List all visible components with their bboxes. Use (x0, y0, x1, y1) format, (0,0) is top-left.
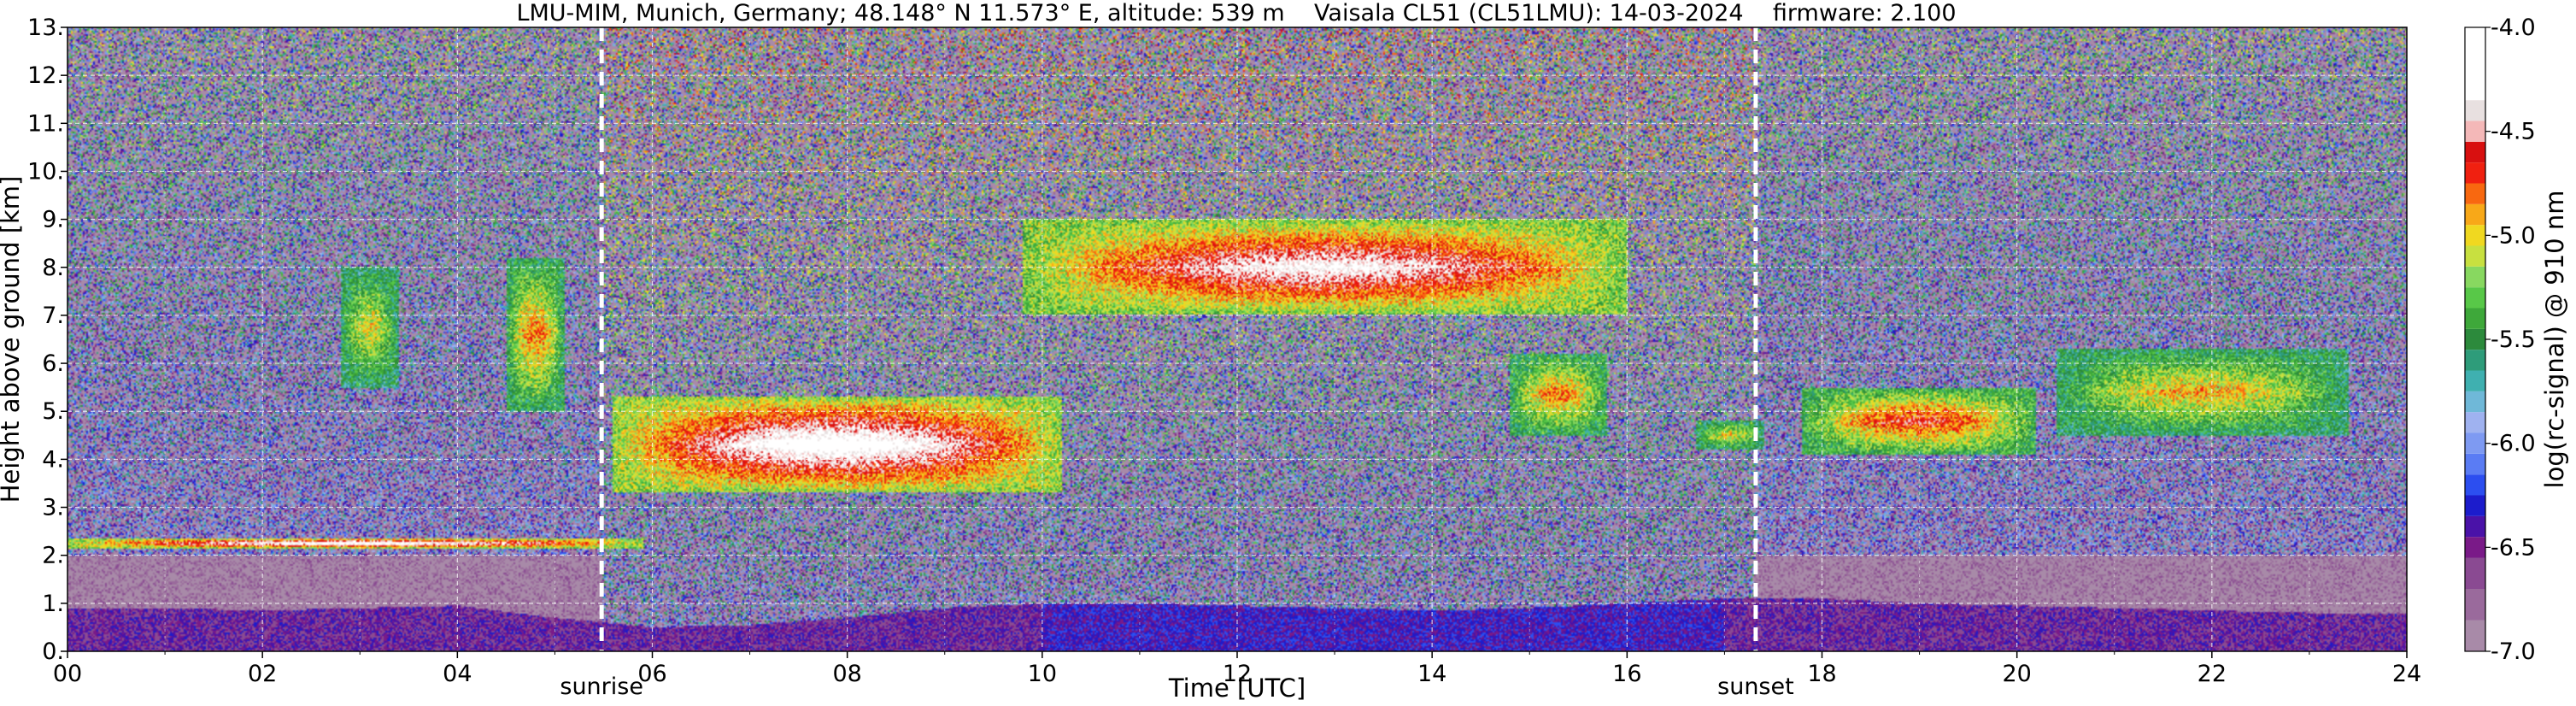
y-tick-label: 10. (27, 158, 64, 185)
plot-area (67, 26, 2408, 652)
y-tick-label: 12. (27, 62, 64, 89)
x-tick-label: 06 (637, 661, 666, 687)
x-tick-label: 24 (2392, 661, 2421, 687)
colorbar-band (2465, 308, 2485, 329)
x-axis: 00 02 04 06 08 10 12 14 16 18 20 22 24 (53, 651, 2421, 687)
chart-title: LMU-MIM, Munich, Germany; 48.148° N 11.5… (516, 0, 1956, 26)
colorbar-band (2465, 287, 2485, 309)
sunset-label: sunset (1717, 674, 1794, 700)
x-tick-label: 18 (1807, 661, 1836, 687)
colorbar: -7.0 -6.5 -6.0 -5.5 -5.0 -4.5 -4.0 log(rc-sign… (2464, 15, 2569, 665)
colorbar-band (2465, 537, 2485, 558)
x-tick-label: 08 (832, 661, 861, 687)
colorbar-band (2465, 515, 2485, 538)
y-tick-label: 13. (27, 15, 64, 41)
x-axis-label: Time [UTC] (1168, 674, 1306, 703)
y-axis-label: Height above ground [km] (0, 176, 25, 503)
y-tick-label: 11. (27, 110, 64, 137)
y-tick-label: 5. (42, 398, 64, 425)
x-tick-label: 20 (2002, 661, 2031, 687)
colorbar-band (2465, 589, 2485, 621)
colorbar-band (2465, 495, 2485, 516)
x-tick-label: 10 (1028, 661, 1057, 687)
x-tick-label: 16 (1612, 661, 1641, 687)
colorbar-band (2465, 391, 2485, 413)
y-tick-label: 7. (42, 303, 64, 329)
y-tick-label: 3. (42, 495, 64, 521)
colorbar-band (2465, 141, 2485, 163)
x-tick-label: 00 (53, 661, 82, 687)
colorbar-band (2465, 245, 2485, 267)
colorbar-tick-label: -7.0 (2491, 638, 2536, 665)
colorbar-band (2465, 453, 2485, 475)
colorbar-band (2465, 412, 2485, 433)
sunrise-label: sunrise (560, 674, 643, 700)
x-tick-label: 02 (248, 661, 277, 687)
y-tick-label: 9. (42, 207, 64, 233)
colorbar-band (2465, 203, 2485, 226)
colorbar-band (2465, 620, 2485, 651)
y-tick-label: 8. (42, 255, 64, 281)
y-tick-label: 4. (42, 446, 64, 473)
colorbar-band (2465, 183, 2485, 204)
colorbar-band (2465, 27, 2485, 101)
colorbar-band (2465, 370, 2485, 391)
y-tick-label: 0. (42, 638, 64, 665)
x-tick-label: 12 (1223, 661, 1252, 687)
colorbar-band (2465, 557, 2485, 589)
colorbar-band (2465, 266, 2485, 288)
colorbar-band (2465, 474, 2485, 496)
colorbar-band (2465, 162, 2485, 184)
colorbar-band (2465, 225, 2485, 246)
colorbar-band (2465, 121, 2485, 142)
colorbar-band (2465, 328, 2485, 350)
colorbar-band (2465, 100, 2485, 121)
colorbar-bands (2465, 27, 2485, 651)
y-tick-label: 6. (42, 350, 64, 377)
colorbar-tick-label: -4.5 (2491, 119, 2536, 145)
colorbar-ticks: -7.0 -6.5 -6.0 -5.5 -5.0 -4.5 -4.0 (2485, 15, 2536, 665)
y-tick-label: 1. (42, 591, 64, 617)
y-tick-label: 2. (42, 543, 64, 569)
colorbar-tick-label: -4.0 (2491, 15, 2536, 41)
x-tick-label: 04 (443, 661, 472, 687)
x-tick-label: 22 (2198, 661, 2227, 687)
colorbar-tick-label: -6.5 (2491, 534, 2536, 561)
colorbar-tick-label: -5.5 (2491, 327, 2536, 353)
colorbar-tick-label: -5.0 (2491, 222, 2536, 249)
event-markers (599, 27, 1758, 651)
colorbar-band (2465, 350, 2485, 371)
y-axis: 0. 1. 2. 3. 4. 5. 6. 7. 8. 9. 10. 11. 12. 13. (27, 15, 67, 665)
x-tick-label: 14 (1417, 661, 1446, 687)
colorbar-band (2465, 432, 2485, 454)
colorbar-tick-label: -6.0 (2491, 431, 2536, 457)
colorbar-label: log(rc-signal) @ 910 nm (2540, 191, 2569, 489)
